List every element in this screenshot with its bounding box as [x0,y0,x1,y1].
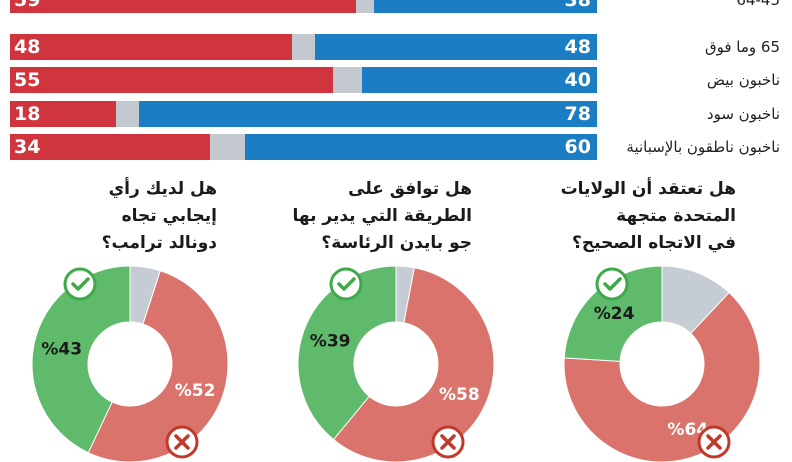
question-line: هل توافق على [348,179,472,199]
bar-segment-blue [139,101,597,127]
bar-value-label: 48 [14,36,41,58]
question-line: المتحدة متجهة [616,206,736,226]
x-circle-icon [165,425,199,459]
donut-yes-label: %43 [41,340,82,360]
bar-segment-blue [244,134,597,160]
x-circle-icon [697,425,731,459]
bar-value-label: 78 [564,103,591,125]
bar-row: 18 78 [10,101,597,127]
bar-value-label: 59 [14,0,41,11]
question-trump-favorability: هل لديك رأي إيجابي تجاه دونالد ترامب؟ [0,176,217,257]
question-line: إيجابي تجاه [121,206,217,226]
stacked-bar-chart: 59 38 64-45 48 48 65 وما فوق 55 40 ناخبون بيض 18 7… [0,0,792,166]
bar-segment-red [10,67,333,93]
question-line: هل تعتقد أن الولايات [560,179,736,199]
bar-value-label: 40 [564,69,591,91]
donut-slice-yes [563,265,663,362]
question-biden-approval: هل توافق على الطريقة التي يدير بها جو با… [232,176,472,257]
bar-segment-red [10,34,292,60]
bar-row: 34 60 [10,134,597,160]
bar-segment-red [10,101,116,127]
donut-yes-label: %39 [310,331,351,351]
check-circle-icon [63,267,97,301]
bar-value-label: 38 [564,0,591,11]
donut-chart-trump-favorability: %43 %52 [31,265,229,462]
bar-value-label: 48 [564,36,591,58]
bar-row: 59 38 [10,0,597,13]
bar-segment-red [10,134,210,160]
question-line: دونالد ترامب؟ [101,233,217,253]
donut-chart-biden-approval: %39 %58 [297,265,495,462]
donut-slice-yes [297,265,397,441]
bar-row: 55 40 [10,67,597,93]
bar-segment-gray [356,0,374,13]
bar-segment-red [10,0,357,13]
bar-segment-blue [362,67,597,93]
donut-no-label: %52 [175,381,216,401]
category-label: ناخبون سود [706,105,780,123]
question-line: في الاتجاه الصحيح؟ [572,233,736,253]
question-line: هل لديك رأي [108,179,217,199]
category-label: ناخبون ناطقون بالإسبانية [626,138,780,156]
bar-segment-gray [332,67,363,93]
question-line: الطريقة التي يدير بها [292,206,472,226]
bar-value-label: 60 [564,136,591,158]
bar-value-label: 18 [14,103,41,125]
donut-yes-label: %24 [594,304,635,324]
bar-segment-blue [373,0,597,13]
question-us-direction: هل تعتقد أن الولايات المتحدة متجهة في ال… [496,176,736,257]
donut-slice-yes [31,265,131,454]
bar-value-label: 34 [14,136,41,158]
bar-segment-gray [291,34,316,60]
check-circle-icon [595,267,629,301]
x-circle-icon [431,425,465,459]
donut-no-label: %58 [439,385,480,405]
check-circle-icon [329,267,363,301]
donut-slice-no [563,291,761,462]
donut-chart-us-direction: %24 %64 [563,265,761,462]
bar-segment-gray [209,134,245,160]
donut-no-label: %64 [667,420,708,440]
category-label: 64-45 [736,0,780,9]
bar-segment-gray [115,101,140,127]
category-label: 65 وما فوق [704,38,780,56]
bar-value-label: 55 [14,69,41,91]
bar-row: 48 48 [10,34,597,60]
category-label: ناخبون بيض [706,71,780,89]
bar-segment-blue [315,34,597,60]
question-line: جو بايدن الرئاسة؟ [321,233,472,253]
